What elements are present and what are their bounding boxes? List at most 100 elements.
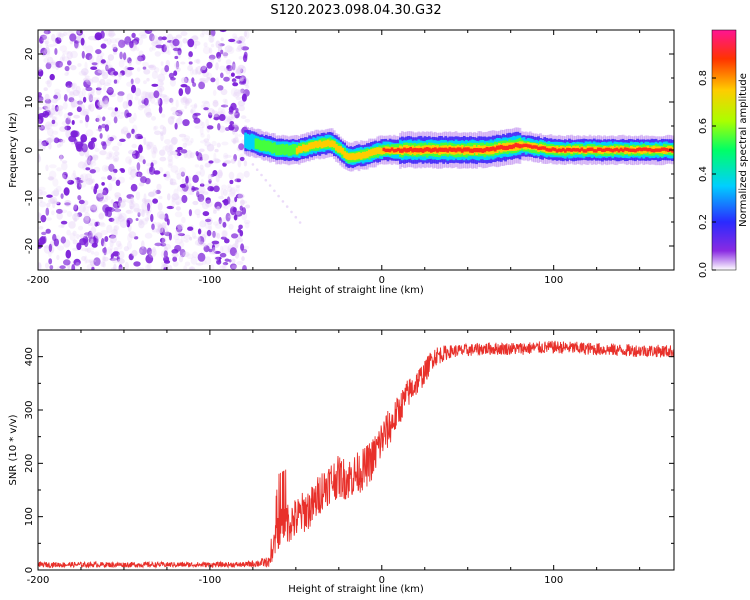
noise-blob — [39, 36, 44, 44]
noise-blob — [100, 69, 106, 77]
noise-blob — [88, 103, 95, 112]
noise-blob — [230, 158, 236, 164]
noise-blob — [76, 106, 82, 113]
tone-cell — [452, 147, 456, 152]
noise-blob — [183, 234, 191, 240]
noise-blob — [298, 221, 302, 224]
tone-cell — [636, 148, 639, 152]
noise-blob — [190, 68, 194, 76]
tone-cell — [436, 148, 439, 153]
noise-blob — [60, 220, 68, 225]
noise-blob — [153, 90, 160, 99]
noise-blob — [204, 199, 213, 208]
noise-blob — [223, 152, 229, 160]
noise-blob — [177, 146, 183, 151]
noise-blob — [177, 233, 185, 237]
noise-blob — [58, 108, 63, 117]
tone-cell — [625, 147, 629, 152]
noise-blob — [171, 193, 180, 201]
noise-blob — [169, 97, 174, 103]
noise-blob — [215, 223, 222, 229]
noise-blob — [137, 171, 143, 177]
noise-blob — [88, 222, 93, 226]
noise-blob — [50, 61, 57, 65]
noise-blob — [231, 258, 236, 264]
noise-blob — [62, 101, 68, 110]
noise-blob — [104, 98, 109, 106]
noise-blob — [184, 105, 188, 109]
noise-blob — [205, 197, 211, 204]
noise-blob — [120, 168, 126, 173]
noise-blob — [53, 238, 60, 247]
noise-blob — [222, 262, 229, 266]
noise-blob — [87, 92, 94, 102]
noise-blob — [107, 107, 114, 111]
noise-blob — [122, 52, 127, 61]
noise-blob — [146, 211, 150, 220]
colorbar-ticks: 0.0 0.2 0.4 0.6 0.8 — [698, 70, 716, 278]
noise-blob — [117, 141, 123, 147]
noise-blob — [212, 230, 216, 238]
tone-cell — [623, 147, 627, 151]
noise-blob — [167, 116, 175, 125]
noise-blob — [108, 234, 117, 239]
noise-blob — [72, 89, 80, 97]
noise-blob — [106, 89, 113, 94]
noise-blob — [64, 125, 71, 131]
tone-cell — [611, 149, 615, 153]
tone-cell — [417, 148, 421, 153]
noise-blob — [56, 208, 63, 214]
noise-blob — [88, 55, 94, 63]
tone-cell — [462, 147, 466, 152]
noise-blob — [90, 137, 97, 143]
noise-blob — [127, 233, 133, 243]
noise-blob — [192, 200, 199, 206]
noise-blob — [213, 185, 220, 193]
noise-blob — [171, 136, 178, 145]
noise-blob — [137, 105, 144, 111]
noise-blob — [86, 78, 94, 85]
noise-blob — [198, 71, 202, 75]
noise-blob — [172, 261, 179, 267]
noise-blob — [126, 241, 132, 250]
noise-blob — [53, 188, 60, 197]
noise-blob — [111, 176, 117, 182]
noise-blob — [62, 31, 68, 36]
spectrogram-marks — [38, 30, 674, 270]
colorbar-tick-label: 0.2 — [698, 214, 709, 230]
noise-blob — [194, 59, 200, 63]
noise-blob — [221, 229, 228, 238]
noise-blob — [108, 136, 114, 142]
noise-blob — [94, 232, 103, 239]
noise-blob — [237, 44, 243, 51]
noise-blob — [59, 62, 64, 68]
noise-blob — [127, 57, 132, 64]
noise-blob — [66, 229, 71, 236]
tone-cell — [667, 148, 670, 152]
noise-blob — [108, 152, 113, 158]
noise-blob — [72, 213, 80, 221]
noise-blob — [212, 221, 219, 226]
noise-blob — [49, 108, 56, 116]
noise-blob — [144, 217, 150, 222]
noise-blob — [231, 63, 237, 72]
snr-frame — [37, 329, 675, 571]
noise-blob — [179, 183, 186, 188]
noise-blob — [51, 190, 60, 197]
noise-blob — [152, 247, 156, 253]
noise-blob — [84, 61, 88, 70]
noise-blob — [222, 52, 229, 57]
noise-blob — [200, 133, 205, 138]
tone-cell — [475, 148, 478, 153]
noise-blob — [82, 205, 90, 214]
noise-blob — [226, 116, 233, 120]
tone-cell — [357, 152, 361, 159]
noise-blob — [231, 265, 238, 269]
noise-blob — [44, 40, 50, 45]
noise-blob — [222, 221, 227, 228]
noise-blob — [224, 98, 228, 108]
noise-blob — [160, 61, 164, 66]
noise-blob — [107, 54, 115, 61]
noise-blob — [196, 58, 201, 64]
